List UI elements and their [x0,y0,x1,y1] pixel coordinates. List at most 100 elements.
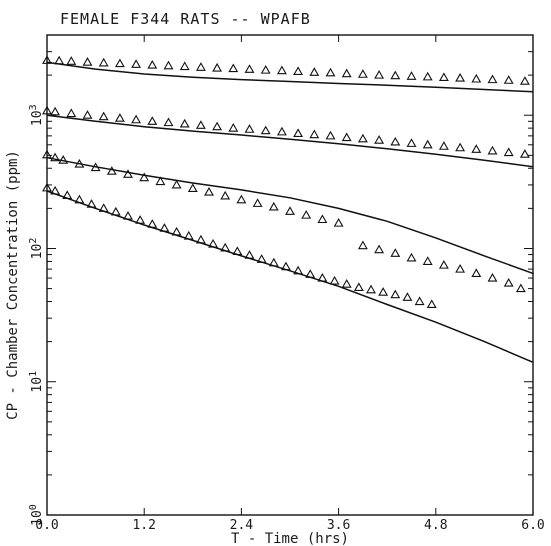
y-axis: 100 101 102 103 [28,34,533,526]
data-point [471,73,482,83]
data-point [515,283,526,293]
data-point [147,219,158,228]
data-point [236,194,247,204]
data-point [50,106,61,116]
data-point [357,240,368,250]
data-point [123,169,133,178]
data-point [147,116,158,125]
data-point [114,113,125,122]
data-point [341,68,352,78]
x-tick-label: 2.4 [230,518,254,533]
data-point [268,201,279,211]
data-point [309,129,320,139]
data-point [139,172,150,182]
data-point [74,158,85,168]
data-point [86,199,97,208]
data-point [455,264,466,273]
data-point [244,64,255,73]
data-point [390,136,401,146]
data-point [333,218,344,227]
data-point [285,206,295,215]
data-point [471,144,482,153]
fitted-curve-3 [46,156,534,275]
data-point [106,166,117,175]
data-point [374,135,385,144]
data-point [260,125,271,135]
y-tick-label: 101 [28,371,45,393]
data-point [390,70,401,80]
data-point [268,257,279,267]
data-point [378,287,389,296]
data-point [503,75,514,84]
data-point [159,223,170,232]
x-axis-label: T - Time (hrs) [231,531,349,546]
data-point [123,210,133,220]
data-point [357,133,368,143]
data-point [114,58,125,68]
data-point [487,74,498,84]
data-point [293,128,304,137]
data-point [390,248,401,257]
data-point [471,268,482,277]
fitted-curve-1 [46,61,534,93]
data-point [487,145,498,155]
data-point [293,265,304,275]
data-point [317,214,328,224]
data-point [50,185,61,195]
data-point [390,289,401,299]
data-point [163,117,174,127]
data-point [252,198,263,207]
data-point [183,230,194,240]
data-point [414,296,425,306]
data-point [66,108,77,118]
data-point [422,71,433,81]
y-axis-label: CP - Chamber Concentration (ppm) [5,150,21,420]
data-point [58,155,69,164]
data-point [325,130,336,140]
data-point [74,194,85,204]
data-point [195,120,206,129]
data-point [329,275,340,285]
data-point [503,277,514,287]
data-point [455,72,466,82]
data-point [66,56,77,65]
data-point [62,190,73,200]
fitted-curve-2 [46,114,534,168]
data-point [228,123,239,132]
data-point [406,71,417,80]
data-point [195,234,206,244]
data-point [519,149,530,158]
data-point [406,138,417,147]
data-point [42,105,52,115]
data-point [260,65,271,74]
data-point [422,256,433,265]
data-point [212,62,223,72]
data-point [98,57,109,67]
data-point [438,260,449,269]
data-point [276,65,287,75]
data-point [244,250,255,259]
data-point [341,132,352,142]
data-point [135,215,146,224]
data-point [204,186,214,196]
data-point [220,190,231,200]
data-point [438,72,449,82]
data-point [220,242,231,252]
data-point [131,59,142,68]
data-point [317,272,328,282]
data-point [228,63,239,73]
fitted-curve-4 [46,190,534,363]
data-point [98,203,109,212]
data-point [163,60,174,70]
x-tick-label: 1.2 [132,518,155,533]
data-point [341,279,352,288]
data-point [171,179,182,189]
data-point [244,124,255,133]
data-point [42,182,52,192]
data-point [82,57,93,66]
data-point [276,126,287,136]
data-point [98,111,109,121]
data-point [503,147,514,157]
y-tick-label: 102 [28,238,45,260]
